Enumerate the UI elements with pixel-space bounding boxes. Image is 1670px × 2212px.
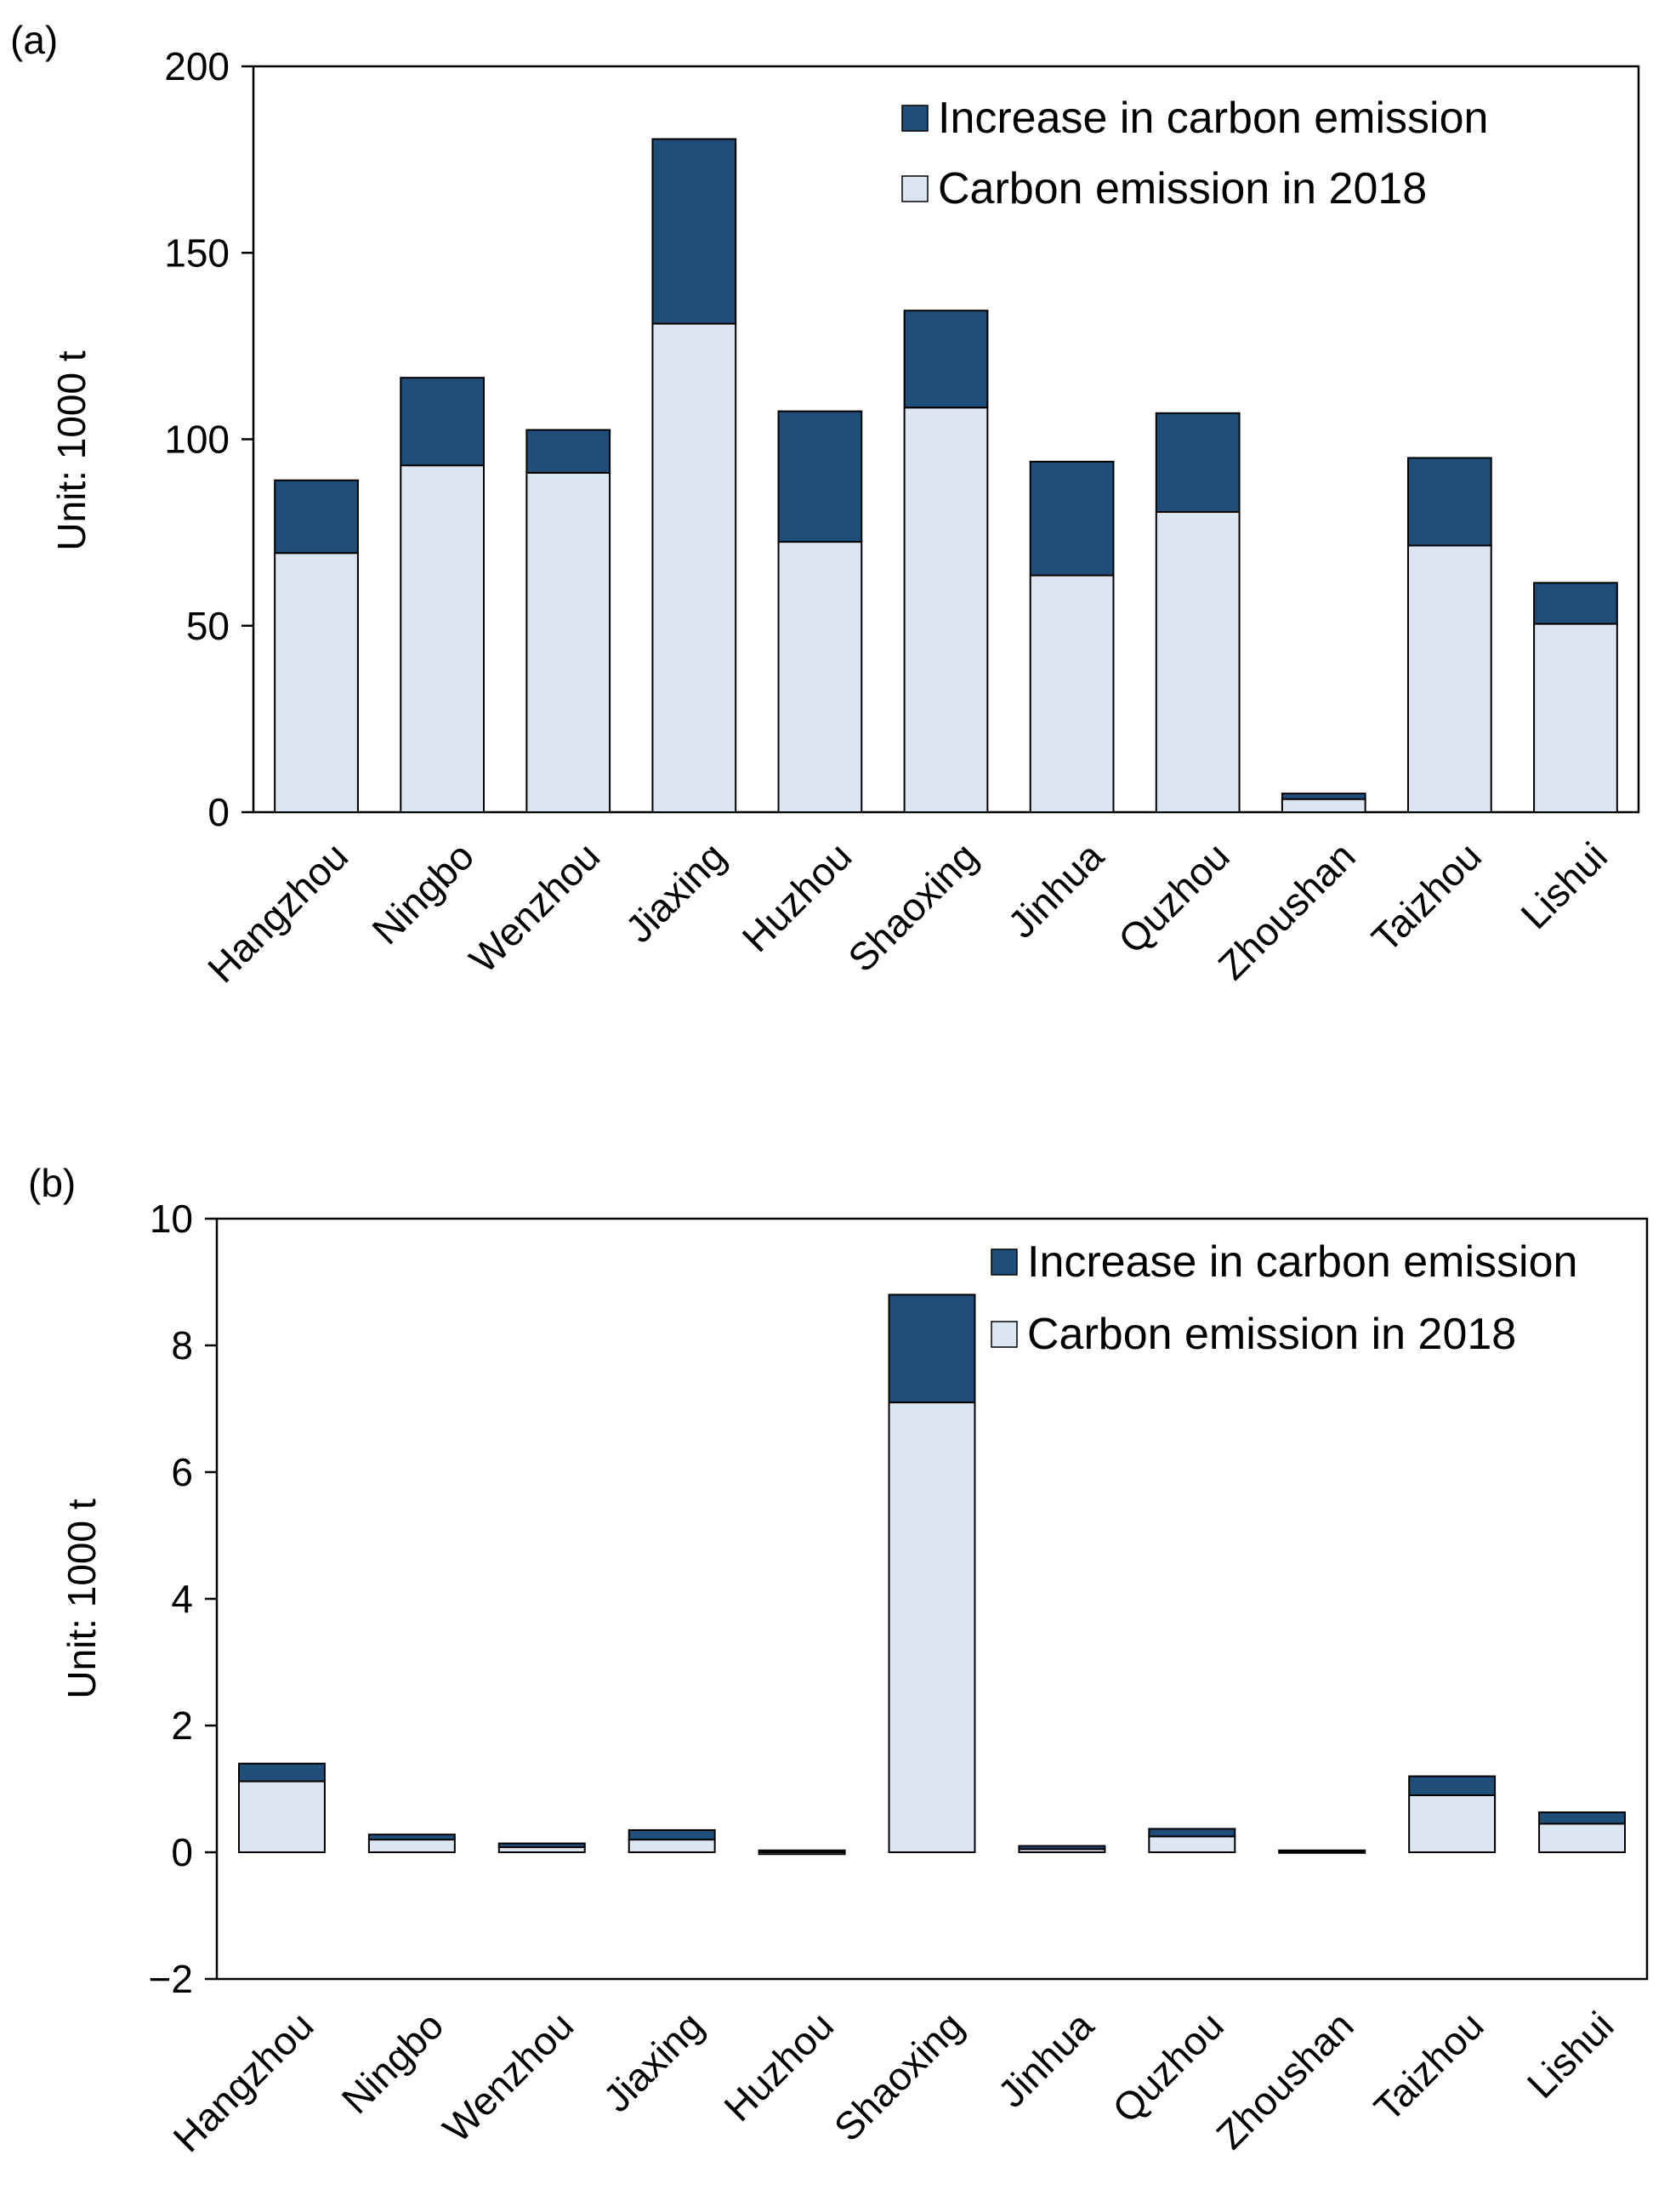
chart-b: (b) −2 0 2 4 6 8 10 Unit: 1000 t Hangzhou NingboWe… <box>28 1161 1649 2160</box>
bar-increase <box>525 429 611 474</box>
x-tick-label: Lishui <box>1512 833 1616 937</box>
legend-swatch-2018 <box>991 1321 1018 1348</box>
legend-label-2018: Carbon emission in 2018 <box>1027 1310 1516 1359</box>
x-tick-label: Hangzhou <box>164 2003 321 2160</box>
bar-increase <box>1148 1828 1236 1838</box>
y-tick-label: 100 <box>164 418 230 462</box>
bar-increase <box>400 377 486 467</box>
y-tick-label: 2 <box>171 1703 193 1748</box>
y-tick-label: 200 <box>164 44 230 88</box>
legend-label-increase: Increase in carbon emission <box>1027 1237 1577 1287</box>
bar-base-2018 <box>777 541 863 814</box>
bar-increase <box>1018 1845 1106 1851</box>
bar-base-2018 <box>237 1780 326 1854</box>
y-tick-label: −2 <box>149 1957 193 2001</box>
panel-label: (b) <box>28 1161 76 1205</box>
x-tick-label: Lishui <box>1519 2003 1622 2107</box>
x-tick-label: Quzhou <box>1104 2003 1232 2131</box>
bar-base-2018 <box>1533 623 1618 813</box>
bar-base-2018 <box>628 1839 716 1854</box>
legend-label-increase: Increase in carbon emission <box>938 94 1488 143</box>
x-tick-label: Taizhou <box>1363 833 1490 960</box>
y-tick-label: 6 <box>171 1450 193 1494</box>
bar-increase <box>651 138 737 325</box>
bar-increase <box>497 1842 586 1849</box>
x-tick-label: Jiaxing <box>616 833 734 951</box>
bar-increase <box>1029 460 1115 577</box>
bar-increase <box>1408 1775 1497 1796</box>
bar-increase <box>1281 793 1366 800</box>
panel-label: (a) <box>10 18 58 62</box>
bar-increase <box>758 1849 846 1853</box>
bar-increase <box>274 479 359 554</box>
bar-base-2018 <box>1029 574 1115 813</box>
legend-label-2018: Carbon emission in 2018 <box>938 164 1427 213</box>
x-tick-label: Quzhou <box>1110 833 1238 962</box>
bar-base-2018 <box>274 552 359 813</box>
bar-base-2018 <box>525 471 611 814</box>
x-tick-label: Ningbo <box>363 833 482 952</box>
x-tick-label: Jiaxing <box>594 2003 712 2120</box>
bar-base-2018 <box>1148 1835 1236 1853</box>
x-tick-label: Wenzhou <box>461 833 609 981</box>
bar-base-2018 <box>1155 511 1241 813</box>
y-tick-label: 8 <box>171 1323 193 1368</box>
x-tick-label: Huzhou <box>734 833 861 960</box>
x-tick-label: Hangzhou <box>199 833 356 991</box>
bar-base-2018 <box>903 407 989 813</box>
bar-base-2018 <box>1408 1794 1497 1853</box>
bar-increase <box>237 1762 326 1783</box>
x-tick-label: Shaoxing <box>826 2003 972 2149</box>
legend-swatch-2018 <box>901 175 929 202</box>
bar-increase <box>1155 412 1241 514</box>
bar-increase <box>367 1834 456 1841</box>
bar-base-2018 <box>367 1839 456 1854</box>
x-tick-label: Zhoushan <box>1207 2003 1361 2157</box>
y-tick-label: 4 <box>171 1577 193 1621</box>
bar-increase <box>777 410 863 543</box>
bar-base-2018 <box>400 464 486 813</box>
bar-base-2018 <box>1406 544 1492 813</box>
legend: Increase in carbon emission Carbon emissi… <box>991 1237 1577 1359</box>
y-tick-label: 0 <box>171 1830 193 1874</box>
x-tick-label: Jinhua <box>999 833 1112 947</box>
chart-a: (a) 0 50 100 150 200 Unit: 1000 t Hangzhou Ningb… <box>10 18 1640 991</box>
x-tick-label: Zhoushan <box>1209 833 1363 987</box>
bar-base-2018 <box>1281 798 1366 814</box>
bar-base-2018 <box>1538 1822 1627 1854</box>
y-tick-label: 50 <box>186 604 230 648</box>
x-tick-label: Shaoxing <box>839 833 986 980</box>
legend: Increase in carbon emission Carbon emissi… <box>901 94 1488 213</box>
bar-increase <box>1406 457 1492 547</box>
y-axis-title: Unit: 1000 t <box>60 1498 104 1698</box>
x-tick-label: Wenzhou <box>435 2003 582 2151</box>
legend-swatch-increase <box>901 105 929 132</box>
y-axis-title: Unit: 1000 t <box>49 350 94 550</box>
bar-increase <box>1538 1811 1627 1825</box>
bar-base-2018 <box>888 1402 976 1854</box>
x-tick-label: Jinhua <box>989 2003 1102 2116</box>
bar-increase <box>628 1828 716 1841</box>
bar-increase <box>1278 1849 1366 1853</box>
bar-increase <box>903 310 989 409</box>
legend-swatch-increase <box>991 1248 1018 1276</box>
x-tick-label: Huzhou <box>715 2003 842 2130</box>
y-tick-label: 0 <box>207 790 230 834</box>
bar-base-2018 <box>651 322 737 813</box>
bar-increase <box>888 1294 976 1404</box>
bar-increase <box>1533 582 1618 625</box>
y-tick-label: 10 <box>150 1197 193 1241</box>
x-tick-label: Taizhou <box>1366 2003 1492 2130</box>
y-tick-label: 150 <box>164 230 230 275</box>
x-tick-label: Ningbo <box>333 2003 452 2122</box>
